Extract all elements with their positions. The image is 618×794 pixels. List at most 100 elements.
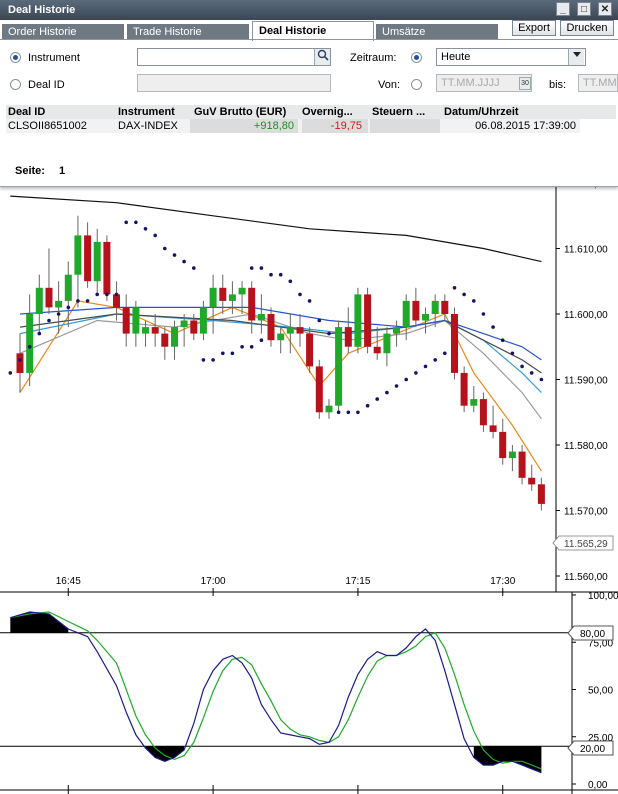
stoch-k-line (10, 611, 542, 774)
sar-dot (192, 266, 196, 270)
zeitraum-radio[interactable] (411, 52, 422, 63)
time-tick-label: 16:45 (56, 576, 81, 587)
deal-id-radio[interactable] (10, 79, 21, 90)
maximize-button[interactable]: □ (577, 2, 591, 16)
candle-body (296, 327, 304, 334)
sar-dot (85, 299, 90, 303)
candle-body (171, 327, 178, 347)
tab-deal-historie[interactable]: Deal Historie (252, 21, 374, 41)
candle-body (499, 431, 507, 459)
candle-body (238, 287, 246, 295)
bis-date-input[interactable]: TT.MM.JJJJ (578, 74, 618, 92)
deal-history-dialog: Deal Historie _ □ ✕ Order Historie Trade… (0, 0, 618, 187)
sar-dot (249, 345, 254, 349)
tab-divider (0, 39, 618, 40)
candle-body (35, 287, 43, 314)
close-button[interactable]: ✕ (598, 2, 612, 16)
candle-body (74, 235, 82, 275)
stochastic-chart[interactable] (0, 611, 572, 774)
time-tick-label: 17:00 (201, 576, 226, 587)
col-deal-id[interactable]: Deal ID (8, 106, 46, 118)
col-steuern[interactable]: Steuern ... (372, 106, 426, 118)
candle-body (537, 484, 545, 504)
col-guv-brutto[interactable]: GuV Brutto (EUR) (194, 106, 287, 118)
candle-body (113, 294, 120, 308)
deal-id-label: Deal ID (28, 79, 65, 91)
tab-umsaetze[interactable]: Umsätze (376, 24, 498, 40)
candle-body (451, 314, 458, 373)
stochastic-axis: 100,00 75,00 50,00 25,00 0,00 (572, 591, 618, 791)
candle-body (26, 314, 34, 373)
stoch-tick-label: 100,00 (588, 591, 618, 602)
candle-body (248, 287, 256, 321)
upper-level-label: 80,00 (580, 629, 605, 640)
sar-dot (423, 364, 428, 369)
sar-dot (472, 299, 476, 303)
price-chart[interactable] (8, 195, 545, 511)
sar-dot (134, 220, 138, 225)
candle-body (190, 320, 198, 334)
print-button[interactable]: Drucken (560, 20, 614, 36)
zeitraum-dropdown-button[interactable] (568, 49, 584, 65)
minimize-button[interactable]: _ (556, 2, 570, 16)
sar-dot (182, 259, 186, 264)
sar-dot (105, 292, 109, 297)
instrument-input[interactable] (137, 48, 331, 66)
col-instrument[interactable]: Instrument (118, 106, 175, 118)
sar-dot (153, 233, 157, 238)
sar-dot (539, 377, 544, 382)
candle-body (199, 307, 207, 334)
tab-trade-historie[interactable]: Trade Historie (127, 24, 249, 40)
stoch-d-line (10, 611, 542, 770)
col-overnight[interactable]: Overnig... (302, 106, 353, 118)
candle-body (412, 300, 420, 321)
sar-dot (491, 325, 495, 329)
sar-dot (95, 292, 99, 297)
bis-label: bis: (549, 79, 567, 91)
sar-dot (221, 351, 225, 356)
candle-body (286, 327, 294, 334)
search-icon (317, 49, 329, 61)
sar-dot (66, 305, 71, 310)
von-date-input[interactable]: TT.MM.JJJJ (436, 74, 532, 92)
candle-body (470, 399, 478, 406)
sar-dot (201, 358, 206, 362)
instrument-search-button[interactable] (314, 49, 330, 65)
sar-dot (124, 220, 128, 225)
stoch-zone-fill (473, 746, 542, 773)
candle-body (354, 294, 362, 347)
sar-dot (346, 410, 351, 415)
zeitraum-select[interactable]: Heute (436, 48, 586, 66)
cell-overnight: -19,75 (330, 120, 362, 132)
candle-body (209, 287, 217, 308)
candle-body (325, 405, 333, 413)
candle-body (335, 327, 343, 406)
chevron-down-icon (572, 52, 581, 57)
sar-dot (27, 345, 32, 349)
tab-order-historie[interactable]: Order Historie (2, 24, 124, 40)
stoch-zone-fill (145, 746, 185, 762)
calendar-icon[interactable]: 30 (519, 77, 531, 90)
col-datum-uhrzeit[interactable]: Datum/Uhrzeit (444, 106, 519, 118)
deal-id-input[interactable] (137, 74, 331, 92)
sar-dot (298, 292, 302, 297)
stoch-tick-label: 50,00 (588, 686, 613, 697)
export-button[interactable]: Export (512, 20, 556, 36)
title-bar[interactable]: Deal Historie _ □ ✕ (0, 0, 618, 20)
cell-datum: 06.08.2015 17:39:00 (475, 120, 576, 132)
lower-level-marker: 20,00 (567, 740, 614, 756)
candle-body (393, 327, 400, 334)
candle-body (479, 399, 487, 426)
page-label: Seite: (15, 165, 45, 177)
sar-dot (385, 390, 389, 395)
time-tick-label: 17:30 (490, 576, 515, 587)
table-row[interactable]: CLSOII8651002 DAX-INDEX +918,80 -19,75 0… (6, 119, 580, 133)
stoch-zone-fill (10, 612, 69, 633)
cell-deal-id: CLSOII8651002 (8, 120, 87, 132)
sar-dot (529, 371, 534, 375)
von-radio[interactable] (411, 79, 422, 90)
sar-dot (317, 318, 322, 323)
instrument-radio[interactable] (10, 52, 21, 63)
window-title: Deal Historie (8, 4, 76, 16)
